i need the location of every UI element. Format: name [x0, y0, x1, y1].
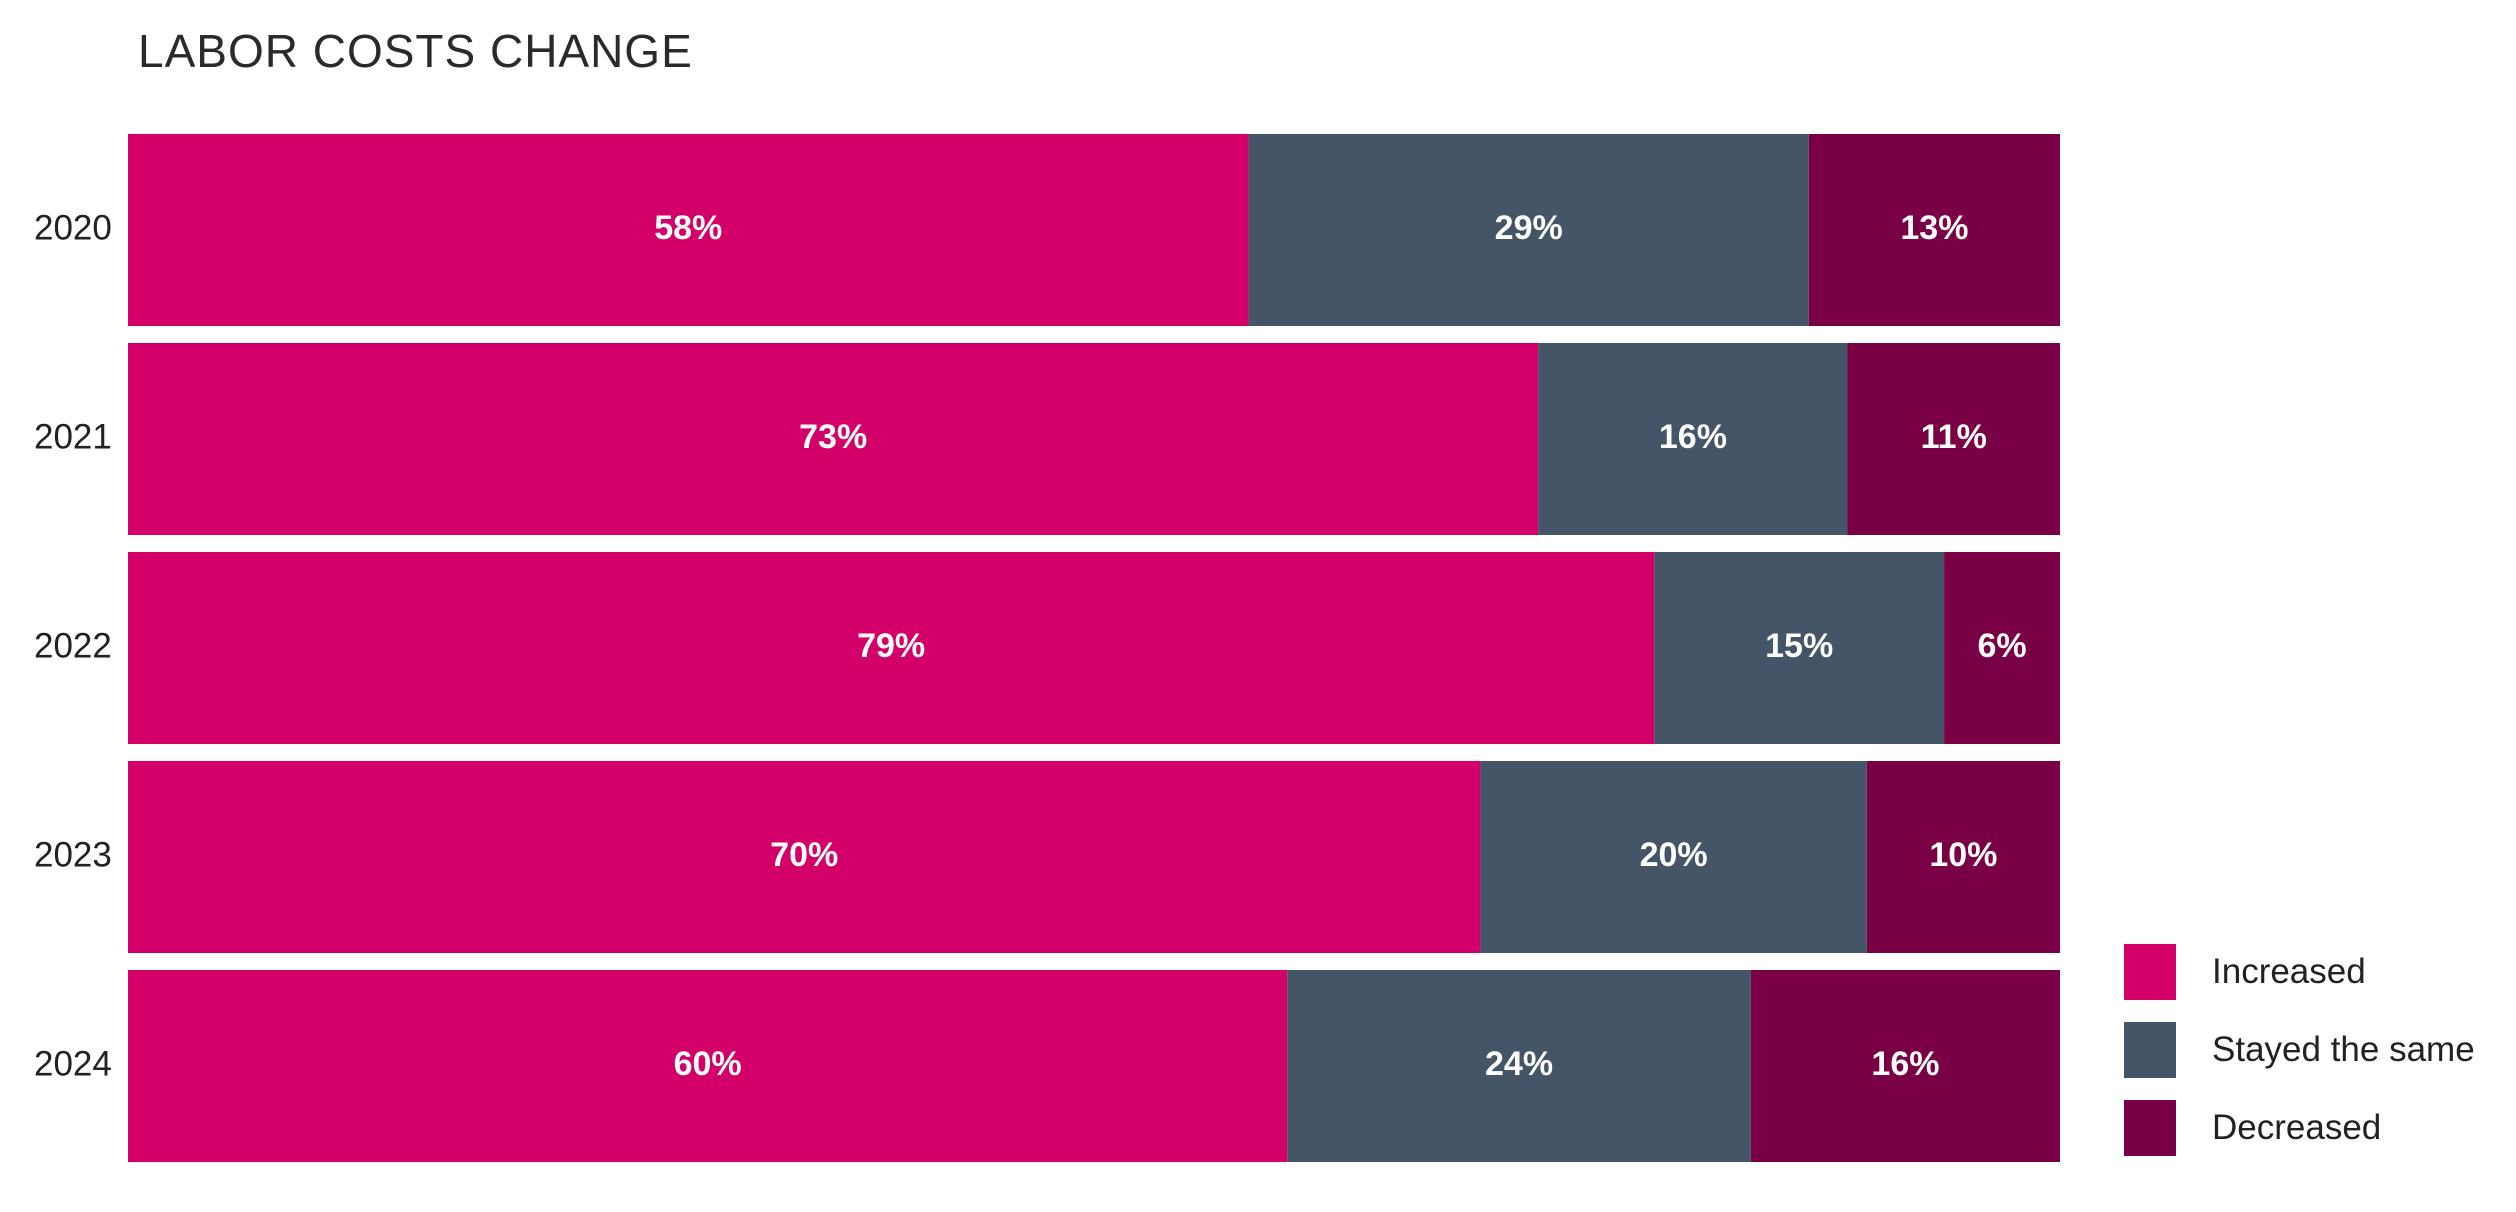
bar-segment-2022-increased — [128, 552, 1655, 744]
legend-label-decreased: Decreased — [2212, 1108, 2382, 1147]
legend-swatch-stayed-the-same — [2124, 1022, 2176, 1078]
value-label-2021-stayed-the-same: 16% — [1659, 418, 1727, 456]
value-label-2022-increased: 79% — [857, 627, 925, 665]
bars-layer — [128, 134, 2060, 1162]
legend-swatch-increased — [2124, 944, 2176, 1000]
value-label-2023-increased: 70% — [770, 836, 838, 874]
value-label-2024-decreased: 16% — [1871, 1045, 1939, 1083]
legend-item-decreased: Decreased — [2124, 1100, 2475, 1156]
bar-segment-2021-stayed-the-same — [1538, 343, 1848, 535]
legend-label-increased: Increased — [2212, 952, 2366, 991]
legend-item-stayed-the-same: Stayed the same — [2124, 1022, 2475, 1078]
value-label-2023-decreased: 10% — [1929, 836, 1997, 874]
legend-swatch-decreased — [2124, 1100, 2176, 1156]
year-labels: 2020 2021 2022 2023 2024 — [34, 208, 112, 1083]
bar-segment-2020-stayed-the-same — [1248, 134, 1809, 326]
value-label-2021-decreased: 11% — [1921, 418, 1987, 456]
bar-segment-2020-increased — [128, 134, 1249, 326]
value-label-2024-stayed-the-same: 24% — [1485, 1045, 1553, 1083]
bar-segment-2024-stayed-the-same — [1287, 970, 1751, 1162]
value-label-2020-increased: 58% — [654, 209, 722, 247]
bar-segment-2023-increased — [128, 761, 1481, 953]
value-label-2020-decreased: 13% — [1900, 209, 1968, 247]
legend-item-increased: Increased — [2124, 944, 2475, 1000]
bar-segment-2023-decreased — [1866, 761, 2060, 953]
year-label-2024: 2024 — [34, 1044, 112, 1083]
bar-segment-2021-increased — [128, 343, 1539, 535]
year-label-2020: 2020 — [34, 208, 112, 247]
value-label-2021-increased: 73% — [799, 418, 867, 456]
value-label-2023-stayed-the-same: 20% — [1640, 836, 1708, 874]
bar-segment-2024-decreased — [1750, 970, 2060, 1162]
year-label-2021: 2021 — [34, 417, 112, 456]
year-label-2023: 2023 — [34, 835, 112, 874]
value-label-2024-increased: 60% — [674, 1045, 742, 1083]
legend-label-stayed-the-same: Stayed the same — [2212, 1030, 2475, 1069]
value-label-2022-decreased: 6% — [1977, 627, 2026, 665]
legend: Increased Stayed the same Decreased — [2124, 944, 2475, 1178]
labels-layer: 58% 29% 13% 73% 16% 11% 79% 15% 6% 70% 20% 10% 60% 24… — [654, 209, 2026, 1083]
bar-segment-2021-decreased — [1847, 343, 2060, 535]
bar-segment-2023-stayed-the-same — [1480, 761, 1867, 953]
value-label-2020-stayed-the-same: 29% — [1495, 209, 1563, 247]
chart-title: LABOR COSTS CHANGE — [138, 25, 693, 77]
year-label-2022: 2022 — [34, 626, 112, 665]
value-label-2022-stayed-the-same: 15% — [1765, 627, 1833, 665]
bar-segment-2024-increased — [128, 970, 1288, 1162]
bar-segment-2022-decreased — [1944, 552, 2060, 744]
bar-segment-2020-decreased — [1808, 134, 2060, 326]
bar-segment-2022-stayed-the-same — [1654, 552, 1945, 744]
